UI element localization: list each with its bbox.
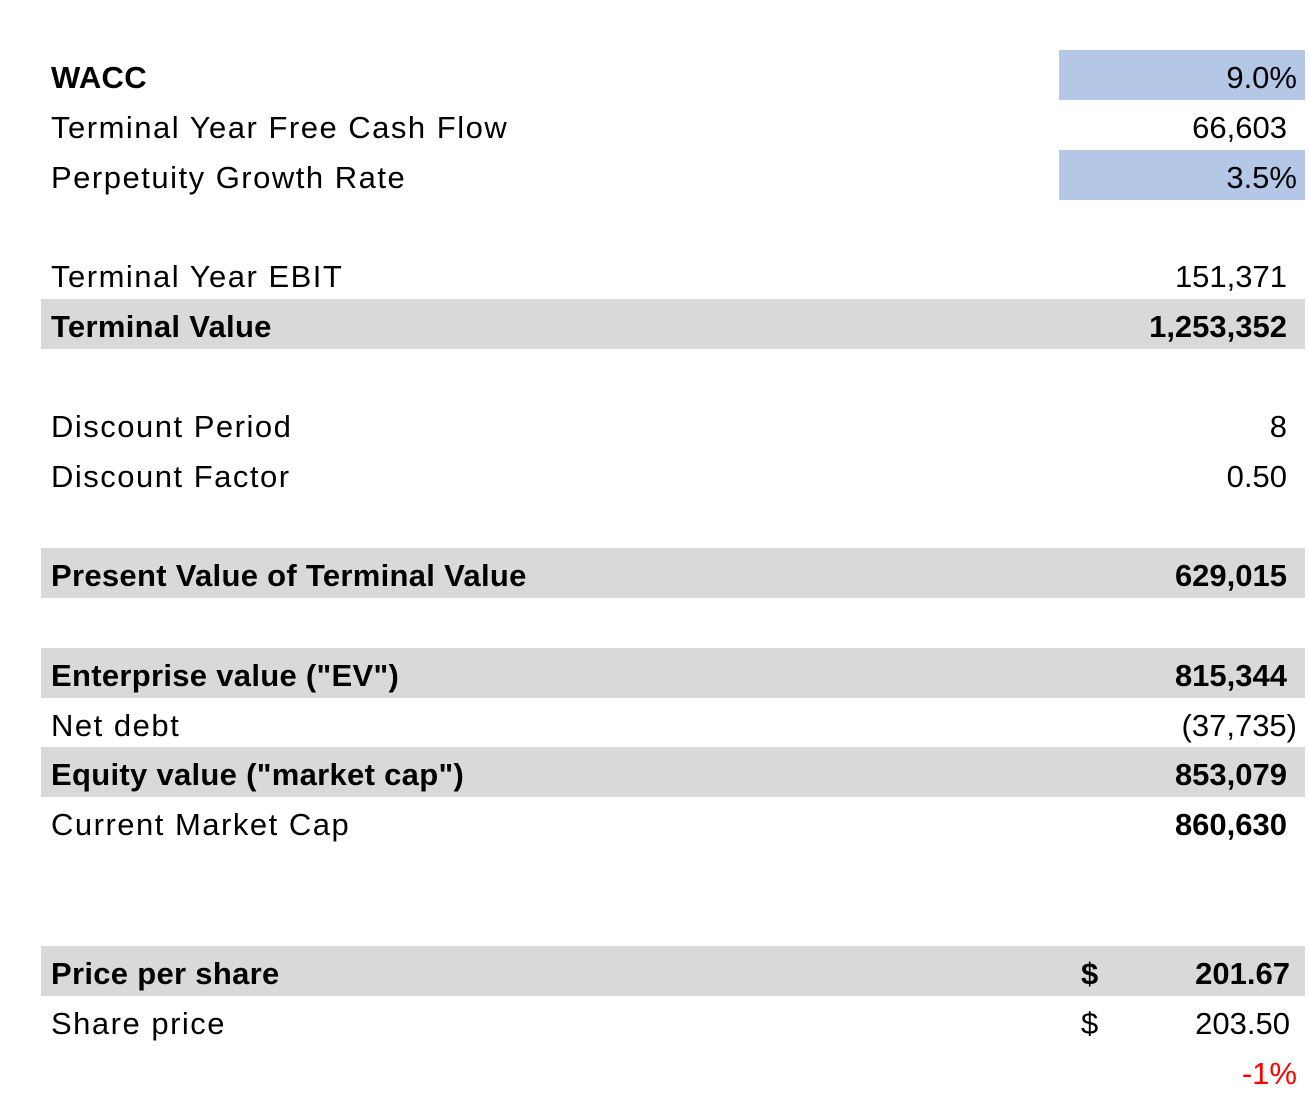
row-price-per-share: Price per share $ 201.67: [41, 946, 1305, 996]
row-terminal-ebit: Terminal Year EBIT 151,371: [41, 249, 1305, 299]
upside-value: -1%: [1241, 1056, 1297, 1091]
row-equity-value: Equity value ("market cap") 853,079: [41, 747, 1305, 797]
equity-value-value: 853,079: [1174, 757, 1287, 792]
row-discount-factor: Discount Factor 0.50: [41, 449, 1305, 499]
pv-terminal-value-label: Present Value of Terminal Value: [51, 558, 527, 593]
row-enterprise-value: Enterprise value ("EV") 815,344: [41, 648, 1305, 698]
discount-factor-value: 0.50: [1226, 459, 1287, 494]
terminal-fcf-value: 66,603: [1192, 110, 1287, 145]
wacc-value[interactable]: 9.0%: [1226, 60, 1297, 95]
discount-factor-label: Discount Factor: [51, 459, 291, 494]
price-per-share-value: 201.67: [1195, 956, 1290, 991]
wacc-input-cell[interactable]: [1059, 50, 1305, 100]
row-upside: -1%: [41, 1046, 1305, 1096]
discount-period-label: Discount Period: [51, 409, 293, 444]
share-price-label: Share price: [51, 1006, 227, 1041]
growth-rate-input-cell[interactable]: [1059, 150, 1305, 200]
row-terminal-value: Terminal Value 1,253,352: [41, 299, 1305, 349]
discount-period-value: 8: [1269, 409, 1287, 444]
enterprise-value-label: Enterprise value ("EV"): [51, 658, 400, 693]
growth-rate-value[interactable]: 3.5%: [1226, 160, 1297, 195]
equity-value-label: Equity value ("market cap"): [51, 757, 465, 792]
enterprise-value-value: 815,344: [1174, 658, 1287, 693]
net-debt-value: (37,735): [1181, 708, 1297, 743]
terminal-value-value: 1,253,352: [1149, 309, 1287, 344]
row-share-price: Share price $ 203.50: [41, 996, 1305, 1046]
share-price-value: 203.50: [1195, 1006, 1290, 1041]
row-pv-terminal-value: Present Value of Terminal Value 629,015: [41, 548, 1305, 598]
pv-terminal-value-value: 629,015: [1174, 558, 1287, 593]
current-market-cap-value: 860,630: [1174, 807, 1287, 842]
current-market-cap-label: Current Market Cap: [51, 807, 351, 842]
share-price-currency: $: [1081, 1006, 1099, 1041]
terminal-value-label: Terminal Value: [51, 309, 272, 344]
row-discount-period: Discount Period 8: [41, 399, 1305, 449]
price-per-share-label: Price per share: [51, 956, 280, 991]
wacc-label: WACC: [51, 60, 147, 95]
terminal-ebit-label: Terminal Year EBIT: [51, 259, 344, 294]
price-per-share-currency: $: [1081, 956, 1099, 991]
row-terminal-fcf: Terminal Year Free Cash Flow 66,603: [41, 100, 1305, 150]
row-net-debt: Net debt (37,735): [41, 698, 1305, 748]
growth-rate-label: Perpetuity Growth Rate: [51, 160, 407, 195]
terminal-fcf-label: Terminal Year Free Cash Flow: [51, 110, 509, 145]
row-growth-rate: Perpetuity Growth Rate 3.5%: [41, 150, 1305, 200]
net-debt-label: Net debt: [51, 708, 181, 743]
row-current-market-cap: Current Market Cap 860,630: [41, 797, 1305, 847]
terminal-ebit-value: 151,371: [1174, 259, 1287, 294]
row-wacc: WACC 9.0%: [41, 50, 1305, 100]
